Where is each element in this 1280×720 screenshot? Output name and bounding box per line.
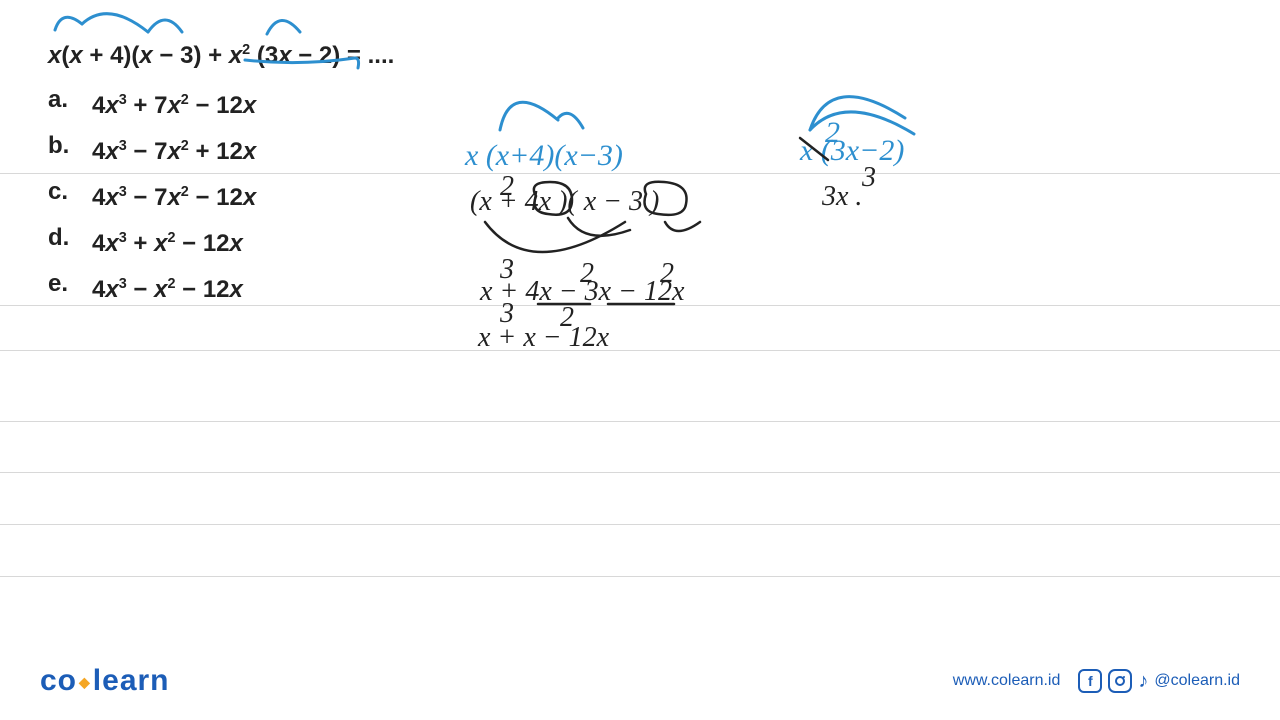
svg-text:2: 2 (825, 116, 840, 149)
instagram-icon (1108, 669, 1132, 693)
svg-text:x + x − 12x: x + x − 12x (477, 322, 610, 353)
svg-text:3: 3 (861, 162, 876, 193)
social-icons: f ♪ @colearn.id (1078, 669, 1240, 693)
footer-right: www.colearn.id f ♪ @colearn.id (953, 669, 1240, 693)
svg-text:2: 2 (560, 302, 574, 333)
svg-text:3: 3 (499, 254, 514, 285)
facebook-icon: f (1078, 669, 1102, 693)
svg-text:3x .: 3x . (821, 181, 862, 212)
footer-handle: @colearn.id (1154, 672, 1240, 690)
logo-left: co (40, 664, 77, 697)
brand-logo: co◆learn (40, 664, 170, 698)
handwriting-layer: x (x+4)(x−3)x (3x−2)2(x + 4x )( x − 3 )2… (0, 0, 1280, 720)
svg-text:3: 3 (499, 298, 514, 329)
svg-text:2: 2 (500, 171, 514, 202)
svg-text:2: 2 (660, 258, 674, 289)
svg-text:x (x+4)(x−3): x (x+4)(x−3) (464, 139, 623, 172)
footer-url: www.colearn.id (953, 672, 1061, 690)
footer: co◆learn www.colearn.id f ♪ @colearn.id (0, 664, 1280, 698)
logo-dot: ◆ (77, 674, 93, 690)
svg-text:2: 2 (580, 258, 594, 289)
logo-right: learn (93, 664, 170, 697)
tiktok-icon: ♪ (1138, 670, 1148, 693)
